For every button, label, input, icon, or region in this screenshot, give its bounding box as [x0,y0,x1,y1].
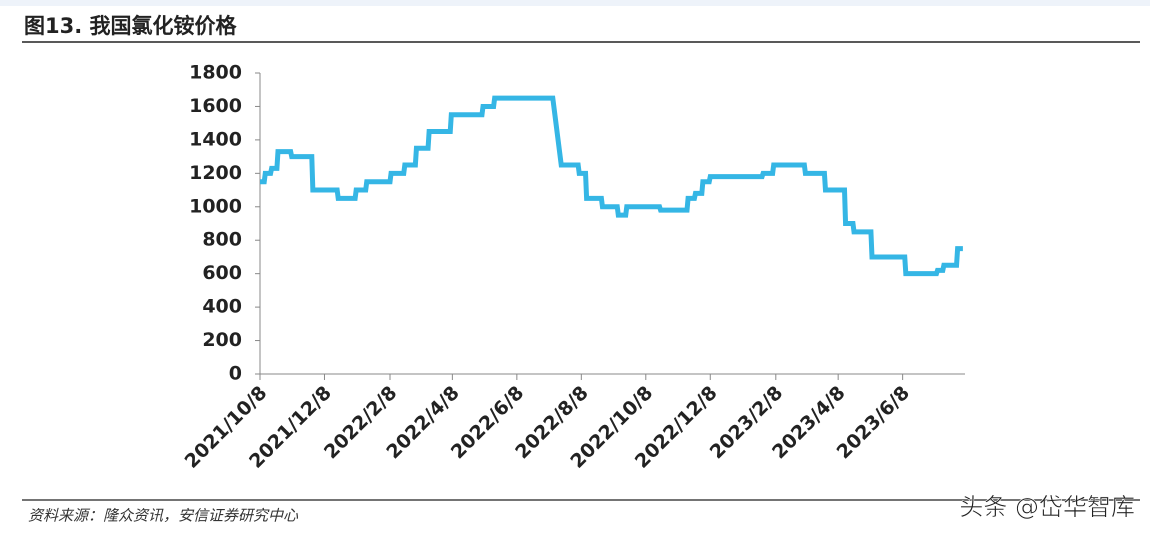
y-tick-label: 1800 [189,62,242,84]
y-tick-label: 200 [202,329,242,351]
source-note: 资料来源：隆众资讯，安信证券研究中心 [28,507,299,524]
y-tick-label: 1600 [189,95,242,117]
watermark: 头条 @岱华智库 [959,493,1135,521]
y-tick-label: 800 [202,229,242,251]
y-tick-label: 1200 [189,162,242,184]
price-line [260,95,963,277]
chart-title: 图13. 我国氯化铵价格 [24,14,238,38]
y-tick-label: 1000 [189,195,242,217]
y-tick-label: 1400 [189,128,242,150]
y-tick-label: 400 [202,296,242,318]
y-tick-label: 600 [202,262,242,284]
top-band [0,0,1150,6]
y-tick-label: 0 [229,363,242,385]
